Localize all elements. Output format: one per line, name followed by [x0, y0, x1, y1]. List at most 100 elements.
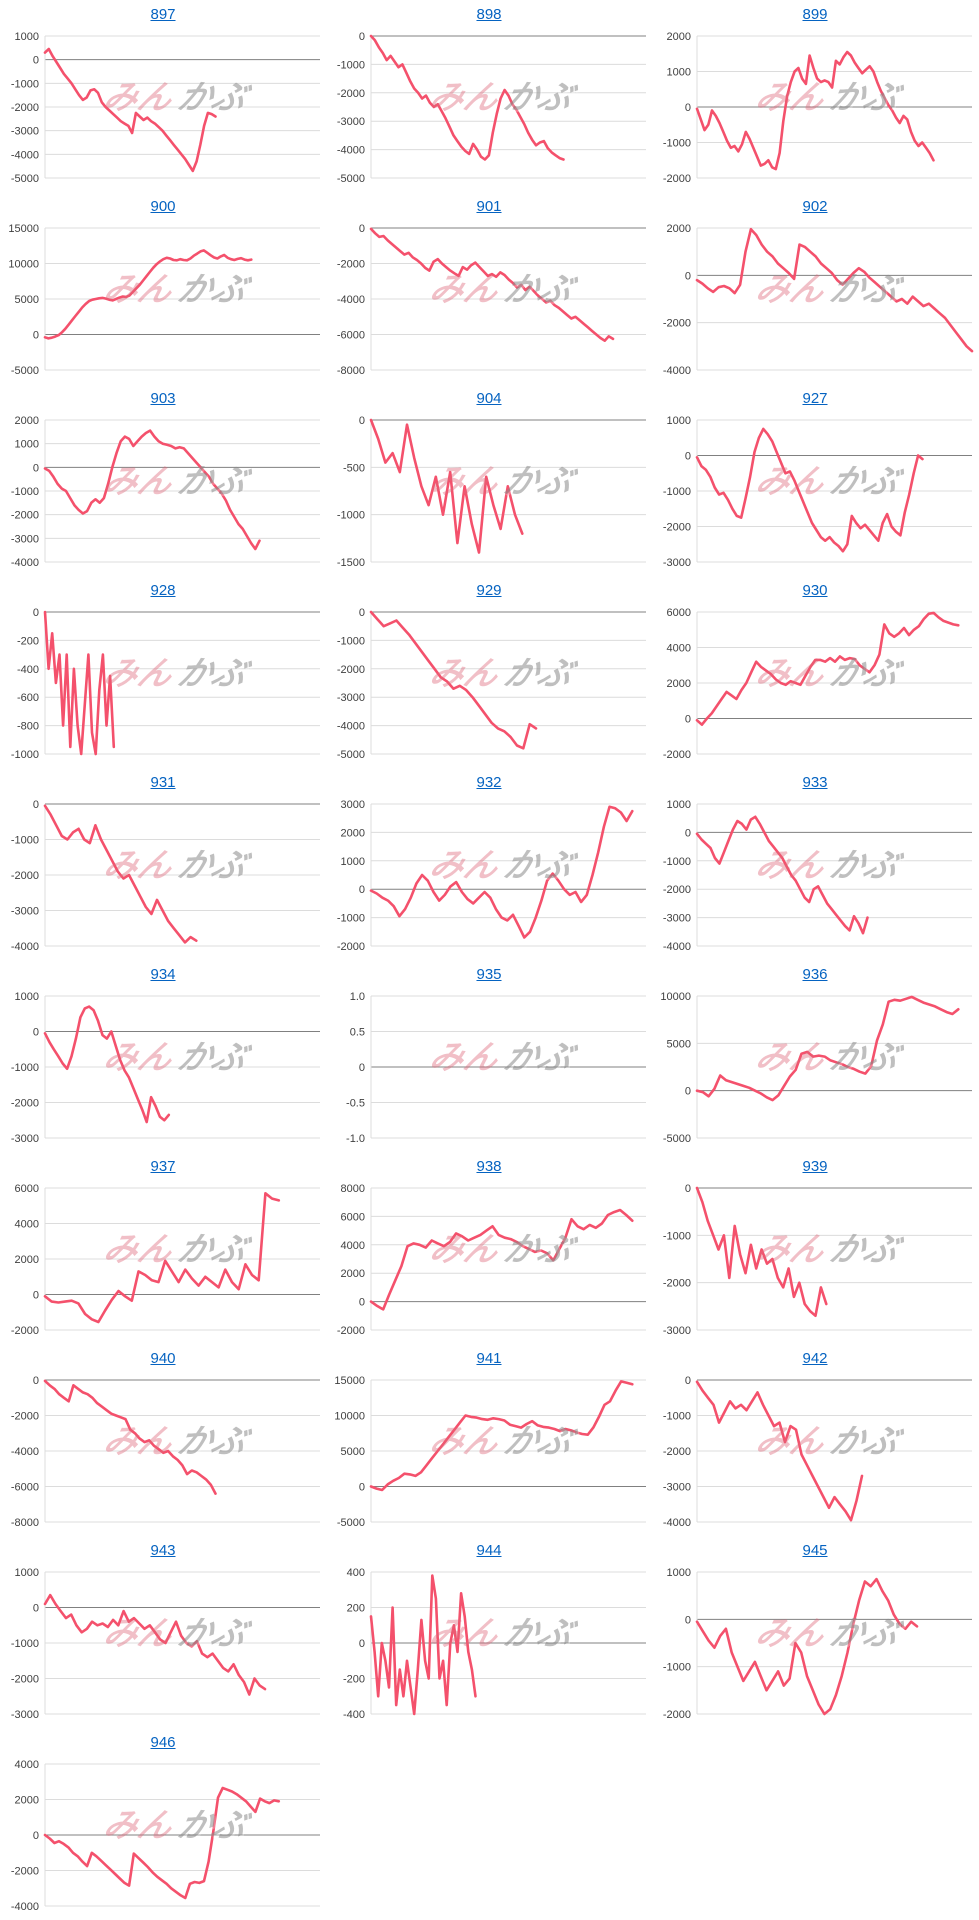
y-axis-label: 0 [33, 607, 39, 619]
chart-title: 930 [652, 576, 978, 602]
chart-title-link[interactable]: 941 [476, 1350, 502, 1367]
chart-title-link[interactable]: 943 [150, 1542, 176, 1559]
chart-card: 939 0 -1000 -2000 -3000 みんかぶ [652, 1152, 978, 1344]
y-axis-label: 10000 [334, 1411, 365, 1423]
y-axis-label: -5000 [663, 1133, 691, 1145]
chart-title-link[interactable]: 936 [802, 966, 828, 983]
series-line [695, 427, 924, 553]
chart-title-link[interactable]: 942 [802, 1350, 828, 1367]
y-axis-label: 0 [685, 1183, 691, 1195]
series-line [43, 610, 116, 756]
y-axis-label: -2000 [11, 1866, 39, 1878]
chart-title-link[interactable]: 939 [802, 1158, 828, 1175]
y-axis-label: -2000 [337, 88, 365, 100]
y-axis-label: 0 [359, 1638, 365, 1650]
y-axis-label: -2000 [337, 664, 365, 676]
y-axis-label: 0 [685, 102, 691, 114]
chart-plot-area: 3000 2000 1000 0 -1000 -2000 みんかぶ [326, 794, 652, 956]
chart-title-link[interactable]: 944 [476, 1542, 502, 1559]
chart-plot-area: 0 -1000 -2000 -3000 -4000 -5000 みんかぶ [326, 602, 652, 764]
y-axis-label: 15000 [334, 1375, 365, 1387]
y-axis-label: -4000 [337, 721, 365, 733]
chart-card: 903 2000 1000 0 -1000 -2000 -3000 -4000 みんかぶ [0, 384, 326, 576]
y-axis-label: -1000 [663, 1230, 691, 1242]
y-axis-label: 0 [685, 1086, 691, 1098]
chart-title-link[interactable]: 927 [802, 390, 828, 407]
chart-title-link[interactable]: 900 [150, 198, 176, 215]
chart-title-link[interactable]: 903 [150, 390, 176, 407]
chart-title: 929 [326, 576, 652, 602]
y-axis-label: -6000 [337, 330, 365, 342]
chart-title-link[interactable]: 931 [150, 774, 176, 791]
chart-title-link[interactable]: 898 [476, 6, 502, 23]
y-axis-label: -3000 [11, 533, 39, 545]
y-axis-label: 4000 [15, 1219, 39, 1231]
chart-title: 946 [0, 1728, 326, 1754]
chart-title-link[interactable]: 940 [150, 1350, 176, 1367]
chart-plot-area: 1000 0 -1000 -2000 -3000 みんかぶ [0, 1562, 326, 1724]
chart-title: 935 [326, 960, 652, 986]
chart-card: 927 1000 0 -1000 -2000 -3000 みんかぶ [652, 384, 978, 576]
chart-canvas: 1000 0 -1000 -2000 -3000 [663, 415, 972, 569]
chart-title-link[interactable]: 928 [150, 582, 176, 599]
y-axis-label: -2000 [337, 1325, 365, 1337]
chart-title-link[interactable]: 938 [476, 1158, 502, 1175]
y-axis-label: -4000 [11, 1446, 39, 1458]
y-axis-label: 0 [685, 827, 691, 839]
chart-canvas: 1.0 0.5 0 -0.5 -1.0 [346, 991, 646, 1145]
y-axis-label: -2000 [663, 1446, 691, 1458]
y-axis-label: 1000 [341, 856, 365, 868]
y-axis-label: 2000 [341, 1268, 365, 1280]
chart-title-link[interactable]: 901 [476, 198, 502, 215]
chart-title-link[interactable]: 929 [476, 582, 502, 599]
chart-title: 936 [652, 960, 978, 986]
chart-canvas: 2000 1000 0 -1000 -2000 [663, 31, 972, 185]
y-axis-label: 6000 [15, 1183, 39, 1195]
chart-plot-area: 15000 10000 5000 0 -5000 みんかぶ [0, 218, 326, 380]
chart-title-link[interactable]: 930 [802, 582, 828, 599]
y-axis-label: -1000 [663, 1662, 691, 1674]
chart-title-link[interactable]: 904 [476, 390, 502, 407]
y-axis-label: 2000 [15, 1254, 39, 1266]
y-axis-label: -2000 [11, 1098, 39, 1110]
series-line [43, 1593, 267, 1696]
y-axis-label: 0 [33, 1027, 39, 1039]
y-axis-label: -1000 [663, 138, 691, 150]
y-axis-label: -4000 [337, 145, 365, 157]
chart-title-link[interactable]: 937 [150, 1158, 176, 1175]
chart-title-link[interactable]: 899 [802, 6, 828, 23]
series-line [369, 418, 524, 554]
chart-card: 941 15000 10000 5000 0 -5000 みんかぶ [326, 1344, 652, 1536]
chart-title-link[interactable]: 945 [802, 1542, 828, 1559]
y-axis-label: -500 [343, 462, 365, 474]
chart-title-link[interactable]: 902 [802, 198, 828, 215]
chart-title: 938 [326, 1152, 652, 1178]
y-axis-label: -3000 [663, 557, 691, 569]
chart-title-link[interactable]: 932 [476, 774, 502, 791]
y-axis-label: -400 [343, 1709, 365, 1721]
series-line [43, 1379, 217, 1495]
chart-title-link[interactable]: 946 [150, 1734, 176, 1751]
y-axis-label: 0 [359, 1062, 365, 1074]
y-axis-label: 2000 [667, 678, 691, 690]
chart-card: 938 8000 6000 4000 2000 0 -2000 みんかぶ [326, 1152, 652, 1344]
chart-title-link[interactable]: 933 [802, 774, 828, 791]
chart-title-link[interactable]: 897 [150, 6, 176, 23]
chart-title: 939 [652, 1152, 978, 1178]
empty-cell [326, 1728, 652, 1920]
chart-title-link[interactable]: 934 [150, 966, 176, 983]
series-line [43, 804, 198, 944]
chart-card: 900 15000 10000 5000 0 -5000 みんかぶ [0, 192, 326, 384]
y-axis-label: 400 [347, 1567, 365, 1579]
y-axis-label: 0 [359, 607, 365, 619]
y-axis-label: -2000 [11, 102, 39, 114]
y-axis-label: -0.5 [346, 1098, 365, 1110]
chart-canvas: 3000 2000 1000 0 -1000 -2000 [337, 799, 646, 953]
series-line [695, 815, 869, 935]
y-axis-label: -6000 [11, 1482, 39, 1494]
chart-plot-area: 10000 5000 0 -5000 みんかぶ [652, 986, 978, 1148]
chart-title: 941 [326, 1344, 652, 1370]
series-line [43, 249, 253, 340]
chart-title-link[interactable]: 935 [476, 966, 502, 983]
y-axis-label: 0 [685, 714, 691, 726]
